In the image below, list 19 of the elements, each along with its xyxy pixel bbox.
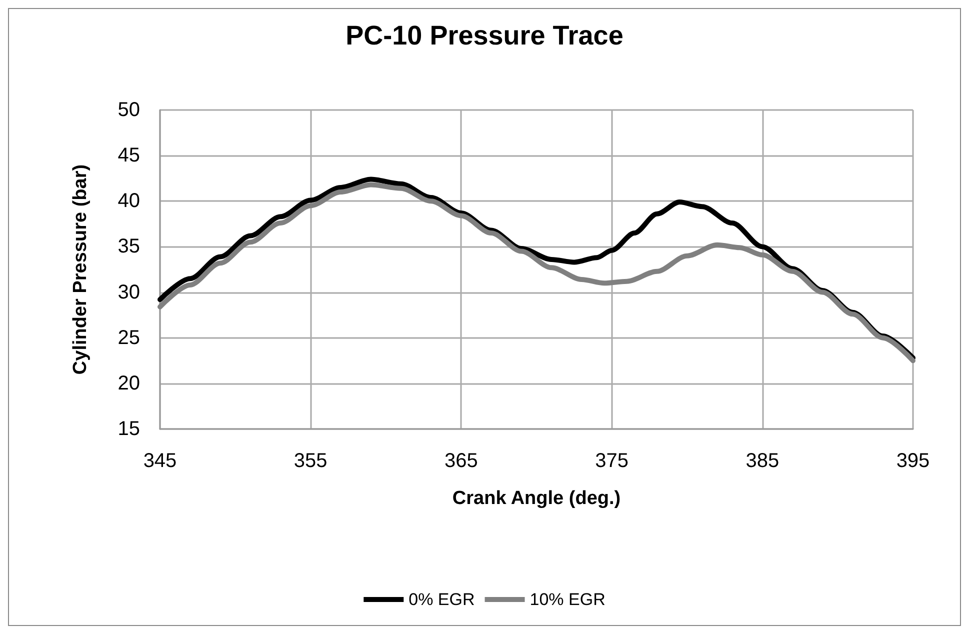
y-tick-label: 30 xyxy=(118,281,140,304)
y-tick-label: 20 xyxy=(118,372,140,394)
y-axis-title: Cylinder Pressure (bar) xyxy=(70,164,91,375)
x-tick-label: 345 xyxy=(143,450,177,472)
chart-title: PC-10 Pressure Trace xyxy=(346,20,624,50)
y-tick-label: 50 xyxy=(118,99,140,121)
x-tick-label: 385 xyxy=(746,450,780,472)
y-tick-label: 25 xyxy=(118,326,140,349)
x-axis-title: Crank Angle (deg.) xyxy=(452,488,621,509)
legend-label: 0% EGR xyxy=(408,590,475,609)
y-tick-label: 15 xyxy=(118,418,140,440)
x-tick-label: 375 xyxy=(595,450,628,472)
x-tick-label: 365 xyxy=(444,450,478,472)
x-tick-label: 355 xyxy=(294,450,328,472)
x-tick-label: 395 xyxy=(896,450,930,472)
y-tick-label: 35 xyxy=(118,236,140,258)
y-tick-label: 45 xyxy=(118,144,140,167)
y-tick-label: 40 xyxy=(118,190,140,212)
legend-label: 10% EGR xyxy=(530,590,606,609)
